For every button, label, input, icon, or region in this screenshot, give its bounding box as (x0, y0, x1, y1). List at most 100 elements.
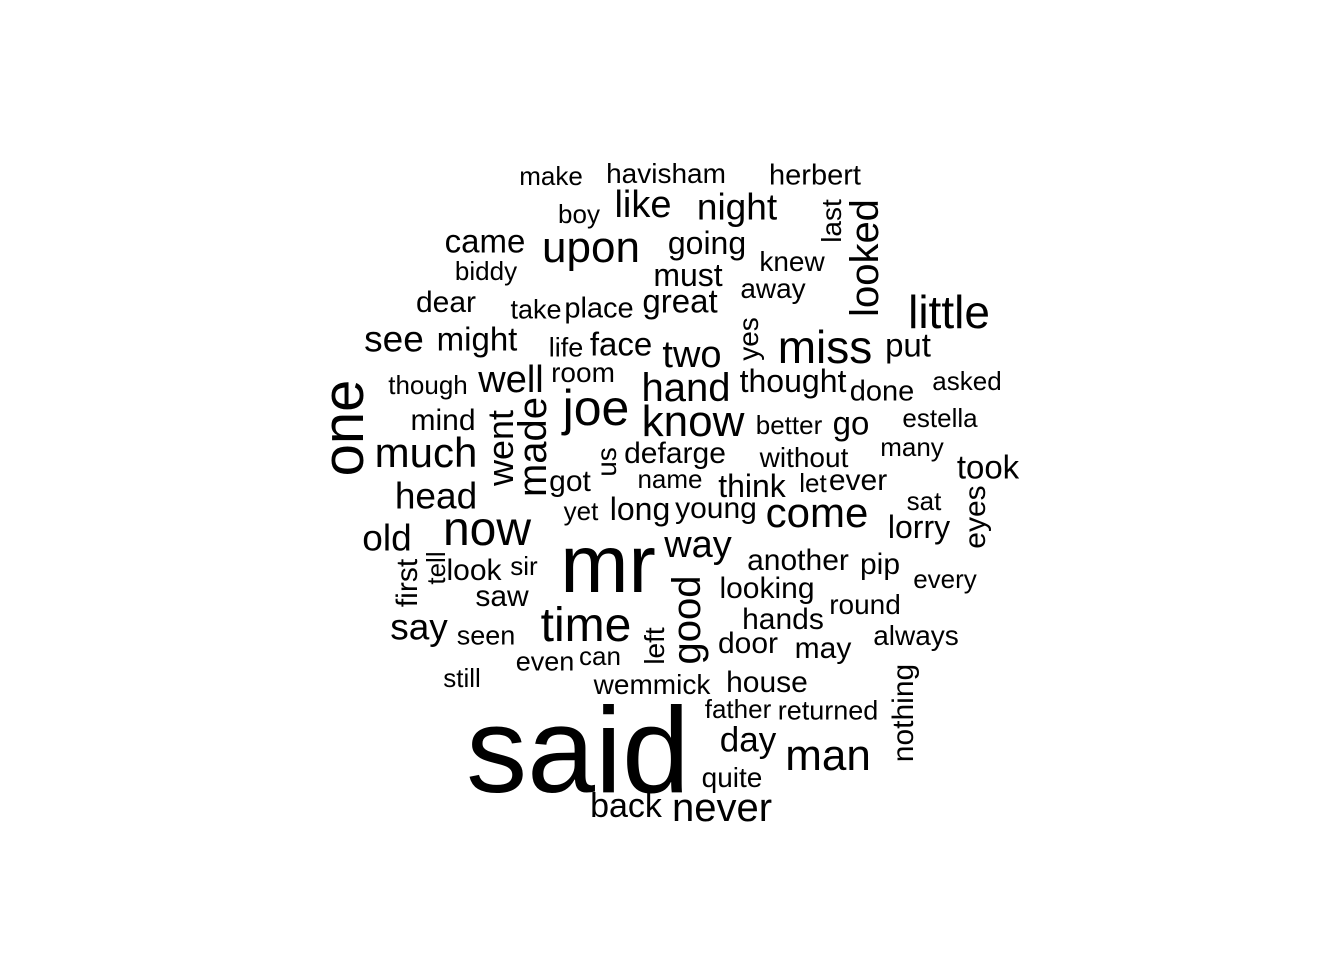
word-still: still (443, 663, 481, 693)
word-another: another (747, 544, 849, 577)
word-took: took (956, 448, 1020, 486)
word-lorry: lorry (887, 509, 951, 545)
word-life: life (548, 332, 584, 363)
word-like: like (614, 184, 672, 226)
word-head: head (394, 475, 478, 517)
word-boy: boy (558, 199, 600, 229)
word-without: without (759, 442, 849, 473)
word-yet: yet (563, 496, 599, 526)
word-wemmick: wemmick (593, 669, 711, 700)
word-better: better (755, 410, 823, 440)
word-might: might (436, 320, 518, 358)
word-came: came (444, 222, 526, 260)
word-looked: looked (843, 199, 887, 317)
word-round: round (829, 589, 901, 620)
word-asked: asked (932, 366, 1002, 396)
word-miss: miss (777, 321, 873, 373)
word-going: going (667, 225, 747, 261)
word-face: face (589, 325, 653, 363)
word-got: got (549, 465, 591, 498)
word-look: look (446, 554, 502, 587)
word-well: well (478, 359, 544, 401)
word-night: night (696, 186, 778, 228)
word-great: great (642, 282, 718, 320)
word-said: said (466, 682, 690, 818)
word-saw: saw (475, 580, 529, 613)
word-old: old (362, 517, 412, 559)
word-now: now (442, 503, 532, 556)
word-house: house (726, 666, 808, 699)
word-must: must (653, 257, 723, 293)
word-herbert: herbert (769, 159, 861, 192)
word-one: one (311, 379, 376, 477)
word-mr: mr (560, 519, 656, 610)
word-dear: dear (415, 286, 477, 319)
word-always: always (873, 620, 959, 651)
word-seen: seen (456, 620, 516, 651)
word-defarge: defarge (624, 437, 726, 470)
word-us: us (591, 447, 622, 477)
word-think: think (718, 468, 786, 504)
word-went: went (480, 409, 521, 487)
word-many: many (880, 432, 944, 462)
word-sir: sir (510, 551, 538, 581)
word-mind: mind (410, 404, 476, 437)
word-come: come (765, 489, 869, 536)
word-long: long (609, 491, 671, 527)
word-away: away (740, 273, 806, 304)
word-knew: knew (759, 246, 825, 277)
word-room: room (551, 357, 615, 388)
word-may: may (794, 632, 852, 665)
word-little: little (908, 286, 990, 338)
word-quite: quite (701, 762, 763, 793)
word-havisham: havisham (606, 158, 726, 189)
word-upon: upon (542, 223, 640, 272)
word-let: let (799, 468, 827, 498)
word-know: know (641, 397, 745, 446)
word-sat: sat (906, 486, 942, 516)
word-returned: returned (777, 695, 879, 726)
word-back: back (590, 787, 662, 825)
word-eyes: eyes (959, 485, 992, 549)
word-door: door (717, 627, 779, 660)
word-put: put (885, 326, 931, 364)
word-pip: pip (859, 548, 901, 581)
word-nothing: nothing (887, 663, 920, 763)
word-though: though (388, 370, 468, 400)
word-thought: thought (739, 363, 847, 399)
word-hands: hands (742, 603, 824, 636)
word-even: even (515, 646, 575, 677)
word-every: every (913, 564, 977, 594)
word-take: take (510, 294, 562, 325)
word-left: left (639, 627, 670, 665)
word-never: never (671, 786, 773, 830)
word-see: see (364, 318, 424, 360)
word-go: go (832, 404, 870, 442)
word-last: last (816, 199, 847, 243)
word-young: young (675, 492, 757, 525)
word-make: make (519, 161, 583, 191)
word-can: can (579, 641, 621, 671)
word-say: say (390, 606, 448, 648)
word-much: much (374, 429, 478, 476)
word-name: name (637, 464, 703, 494)
word-two: two (662, 334, 722, 376)
word-way: way (664, 524, 732, 566)
word-hand: hand (641, 366, 731, 410)
word-day: day (719, 720, 777, 760)
word-tell: tell (421, 551, 451, 585)
word-estella: estella (902, 403, 978, 433)
word-good: good (665, 575, 709, 665)
word-done: done (849, 375, 915, 408)
word-joe: joe (562, 380, 630, 436)
word-yes: yes (733, 317, 764, 361)
word-ever: ever (828, 464, 888, 497)
word-man: man (785, 731, 871, 780)
word-looking: looking (719, 572, 815, 605)
word-time: time (540, 599, 632, 652)
word-first: first (391, 558, 424, 608)
word-biddy: biddy (454, 256, 518, 286)
word-place: place (564, 292, 634, 325)
word-father: father (704, 694, 772, 724)
